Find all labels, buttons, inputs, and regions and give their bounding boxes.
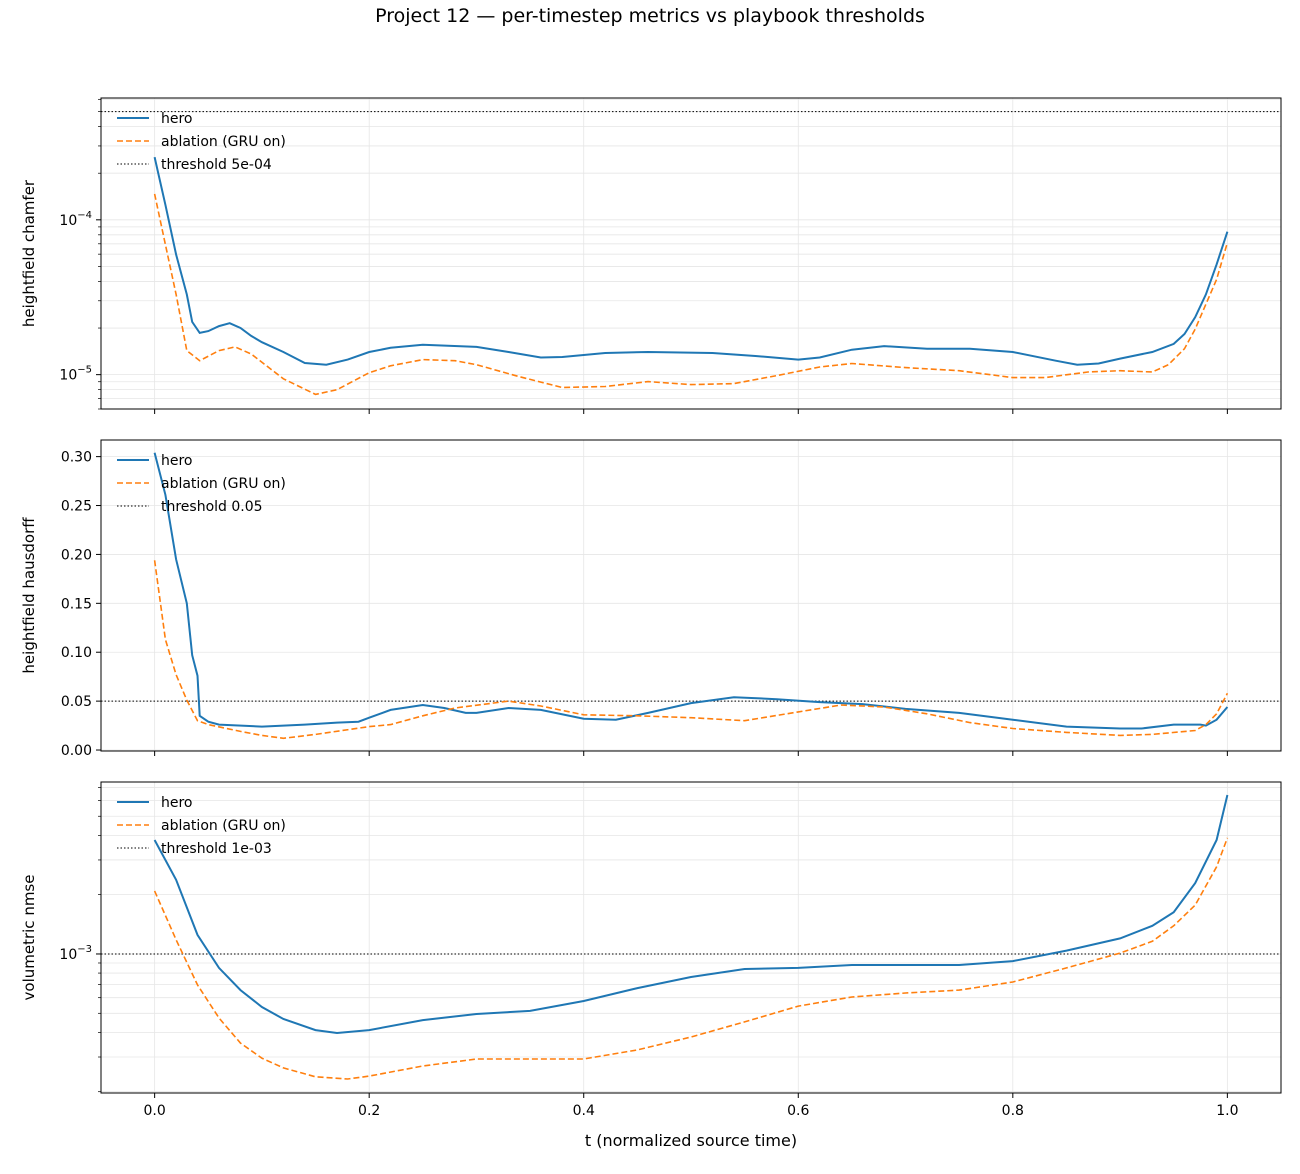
y-tick-label: 0.05 — [61, 694, 92, 710]
legend-threshold-label: threshold 5e-04 — [161, 157, 272, 173]
y-axis-label: volumetric nmse — [20, 875, 38, 1001]
hero-series-line — [153, 794, 1229, 1035]
x-tick-label: 0.8 — [1002, 1103, 1024, 1119]
y-tick-label: 0.20 — [61, 547, 92, 563]
subplot-2: 0.00 0.05 0.10 0.15 0.20 0.25 0.30 heightfield … — [20, 439, 1282, 759]
legend-threshold-label: threshold 0.05 — [161, 499, 263, 515]
y-tick-label: 0.30 — [61, 450, 92, 466]
x-tick-label: 0.2 — [358, 1103, 380, 1119]
legend-hero-label: hero — [161, 111, 193, 127]
x-tick-label: 0.4 — [573, 1103, 595, 1119]
figure-title: Project 12 — per-timestep metrics vs pla… — [375, 5, 925, 27]
legend-ablation-label: ablation (GRU on) — [161, 476, 286, 492]
y-axis-label: heightfield chamfer — [20, 179, 38, 327]
x-tick-label: 0.0 — [144, 1103, 166, 1119]
axes-frame — [100, 781, 1282, 1094]
subplot-1: 10−5 10−4 heightfield chamfer hero ablation … — [20, 97, 1282, 414]
hero-series-line — [153, 156, 1229, 366]
ablation-series-line — [153, 560, 1229, 740]
y-tick-label: 0.25 — [61, 499, 92, 515]
axes-frame — [100, 439, 1282, 752]
y-tick-label: 0.00 — [61, 743, 92, 759]
x-tick-label: 0.6 — [787, 1103, 809, 1119]
legend-ablation-label: ablation (GRU on) — [161, 134, 286, 150]
legend-ablation-label: ablation (GRU on) — [161, 818, 286, 834]
y-tick-label: 0.10 — [61, 645, 92, 661]
hero-series-line — [153, 452, 1229, 730]
y-tick-label: 10−5 — [59, 365, 92, 384]
axes-frame — [100, 97, 1282, 410]
x-axis-label: t (normalized source time) — [585, 1131, 797, 1150]
legend-threshold-label: threshold 1e-03 — [161, 841, 272, 857]
legend-hero-label: hero — [161, 453, 193, 469]
subplot-3: 0.0 0.2 0.4 0.6 0.8 1.0 10−3 volumetric nmse her… — [20, 781, 1282, 1119]
x-tick-label: 1.0 — [1216, 1103, 1238, 1119]
y-tick-label: 10−4 — [59, 210, 92, 229]
y-tick-label: 0.15 — [61, 596, 92, 612]
y-tick-label: 10−3 — [59, 944, 92, 963]
ablation-series-line — [153, 837, 1229, 1080]
ablation-series-line — [153, 193, 1229, 396]
legend-hero-label: hero — [161, 795, 193, 811]
y-axis-label: heightfield hausdorff — [20, 517, 38, 674]
